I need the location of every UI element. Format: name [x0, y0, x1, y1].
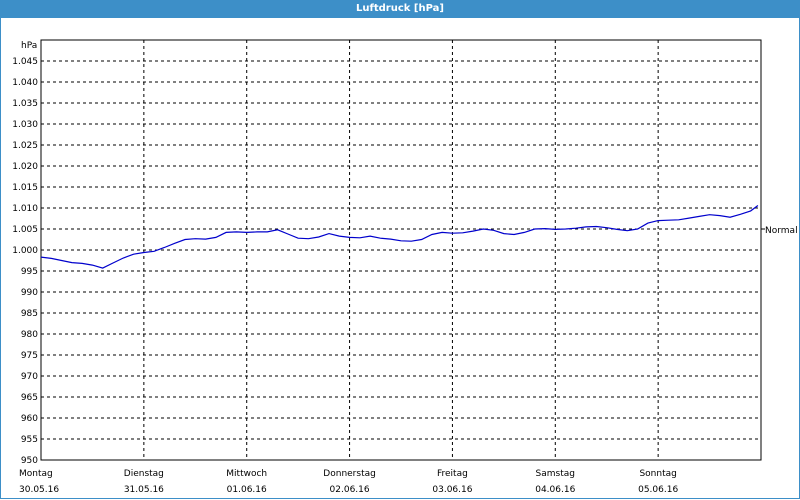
normal-label: Normal	[765, 226, 798, 236]
y-tick-label: 1.010	[12, 204, 38, 214]
plot-area-border	[40, 39, 762, 461]
x-tick-day-label: Donnerstag	[323, 469, 376, 479]
y-tick-label: 990	[21, 288, 38, 298]
y-tick-label: 970	[21, 372, 38, 382]
y-tick-label: 995	[21, 267, 38, 277]
x-tick-date-label: 30.05.16	[19, 485, 59, 495]
y-tick-label: 1.035	[12, 99, 38, 109]
x-tick-day-label: Mittwoch	[226, 469, 267, 479]
y-tick-label: 1.000	[12, 246, 38, 256]
y-tick-label: 1.025	[12, 141, 38, 151]
x-tick-date-label: 03.06.16	[432, 485, 472, 495]
x-tick-day-label: Samstag	[536, 469, 575, 479]
y-tick-label: 950	[21, 456, 38, 466]
x-tick-date-label: 01.06.16	[227, 485, 267, 495]
y-tick-label: 1.030	[12, 120, 38, 130]
y-tick-label: 1.015	[12, 183, 38, 193]
x-tick-date-label: 05.06.16	[638, 485, 678, 495]
x-tick-date-label: 02.06.16	[330, 485, 370, 495]
chart-frame: 950 955 960 965 970 975 980 985 990 995 1.000 1.005…	[0, 18, 800, 499]
y-tick-label: 965	[21, 393, 38, 403]
x-tick-day-label: Montag	[19, 469, 53, 479]
chart-title: Luftdruck [hPa]	[0, 0, 800, 18]
x-tick-day-label: Freitag	[437, 469, 468, 479]
x-tick-day-label: Dienstag	[124, 469, 164, 479]
y-tick-label: 960	[21, 414, 38, 424]
y-tick-label: 975	[21, 351, 38, 361]
y-tick-label: 985	[21, 309, 38, 319]
pressure-series-line	[40, 205, 759, 269]
x-tick-date-label: 31.05.16	[124, 485, 164, 495]
y-tick-label: 1.005	[12, 225, 38, 235]
y-tick-label: 955	[21, 435, 38, 445]
y-tick-label: 1.040	[12, 78, 38, 88]
pressure-chart: 950 955 960 965 970 975 980 985 990 995 1.000 1.005…	[12, 39, 798, 495]
x-tick-day-label: Sonntag	[639, 469, 676, 479]
y-tick-label: 980	[21, 330, 38, 340]
y-tick-label: 1.045	[12, 57, 38, 67]
y-tick-label: 1.020	[12, 162, 38, 172]
y-axis-label: hPa	[21, 41, 37, 51]
x-tick-date-label: 04.06.16	[535, 485, 575, 495]
